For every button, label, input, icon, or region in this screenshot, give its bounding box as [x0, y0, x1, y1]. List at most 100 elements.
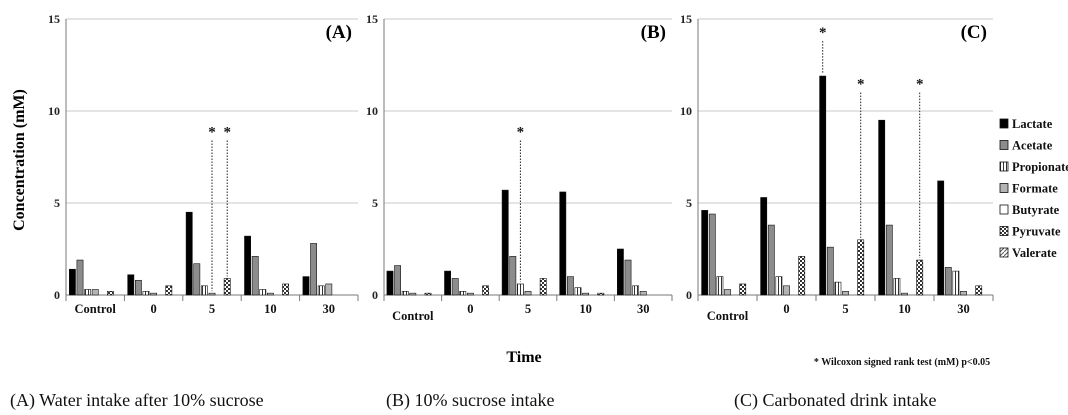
bar-propionate-5 — [834, 281, 842, 296]
bar-lactate-control — [69, 268, 76, 296]
bar-pyruvate-30 — [975, 285, 983, 296]
bar-propionate-5 — [201, 285, 208, 296]
bar-lactate-30 — [937, 180, 945, 296]
bar-propionate-30 — [632, 285, 639, 296]
legend-label-pyruvate: Pyruvate — [1012, 225, 1061, 239]
bar-propionate-control — [716, 276, 724, 296]
legend-swatch-pyruvate — [999, 226, 1009, 236]
bar-propionate-30 — [952, 270, 960, 296]
bar-acetate-0 — [451, 278, 459, 296]
bar-lactate-0 — [127, 274, 135, 296]
bar-pyruvate-control — [107, 291, 114, 296]
x-tick-label-control: Control — [392, 309, 434, 323]
legend-swatch-valerate — [999, 247, 1009, 258]
chart-panel-1: 0 5 10 15 Control 0 5 10 30 * * (A) — [48, 12, 359, 316]
panel-label: (A) — [326, 22, 352, 43]
bar-lactate-10 — [878, 119, 886, 296]
significance-marker: * — [208, 124, 216, 140]
legend-label-butyrate: Butyrate — [1012, 203, 1060, 217]
bar-acetate-30 — [624, 259, 632, 296]
x-tick-label-5: 5 — [209, 302, 215, 316]
bar-pyruvate-5 — [223, 278, 231, 296]
bar-lactate-0 — [444, 270, 451, 296]
x-tick-label-5: 5 — [842, 302, 848, 316]
bar-lactate-control — [386, 270, 394, 296]
bar-acetate-5 — [826, 246, 834, 296]
bar-propionate-0 — [775, 276, 783, 296]
bar-formate-5 — [208, 292, 216, 296]
bar-propionate-control — [84, 289, 91, 296]
panel-label: (B) — [641, 22, 666, 43]
y-tick-label: 5 — [686, 196, 692, 210]
bar-formate-control — [409, 292, 417, 296]
legend-label-acetate: Acetate — [1012, 139, 1053, 153]
bar-pyruvate-0 — [798, 256, 806, 296]
bar-formate-30 — [960, 291, 967, 296]
bar-acetate-5 — [193, 263, 201, 296]
bar-pyruvate-10 — [597, 292, 605, 296]
bar-acetate-control — [394, 265, 401, 296]
bar-formate-10 — [901, 292, 908, 296]
bar-formate-10 — [266, 292, 274, 296]
bar-formate-5 — [842, 291, 849, 296]
panel-label: (C) — [961, 22, 987, 43]
legend-label-propionate: Propionate — [1012, 160, 1068, 174]
bar-formate-10 — [582, 292, 589, 296]
bar-formate-control — [91, 289, 99, 296]
bar-lactate-control — [701, 210, 709, 296]
x-tick-label-5: 5 — [525, 302, 531, 316]
bar-propionate-30 — [317, 285, 325, 296]
y-tick-label: 10 — [48, 104, 60, 118]
bar-lactate-10 — [559, 191, 567, 296]
bar-formate-0 — [783, 285, 790, 296]
y-tick-label: 5 — [54, 196, 60, 210]
legend-label-lactate: Lactate — [1012, 117, 1053, 131]
bar-acetate-0 — [135, 279, 142, 296]
bar-formate-0 — [466, 292, 474, 296]
legend-swatch-propionate — [999, 161, 1009, 172]
bar-propionate-10 — [574, 287, 582, 296]
legend: Lactate Acetate Propionate Formate Butyrate P… — [999, 117, 1068, 260]
x-tick-label-control: Control — [74, 302, 116, 316]
bar-acetate-10 — [566, 276, 574, 296]
significance-marker: * — [819, 25, 827, 41]
y-tick-label: 10 — [366, 104, 378, 118]
significance-marker: * — [857, 77, 865, 93]
y-tick-label: 0 — [372, 288, 378, 302]
legend-swatch-formate — [999, 183, 1009, 193]
x-tick-label-10: 10 — [264, 302, 277, 316]
bar-propionate-0 — [142, 291, 150, 296]
x-tick-label-0: 0 — [150, 302, 156, 316]
bar-lactate-0 — [760, 197, 768, 296]
bar-pyruvate-5 — [539, 278, 547, 296]
x-axis-label: Time — [506, 349, 541, 366]
significance-marker: * — [517, 124, 525, 140]
chart-panel-2: 0 5 10 15 Control 0 5 10 30 * (B) — [366, 12, 673, 323]
bar-acetate-control — [76, 259, 84, 296]
bar-pyruvate-0 — [165, 285, 173, 296]
y-axis-label: Concentration (mM) — [11, 89, 28, 231]
bar-lactate-30 — [616, 248, 624, 296]
x-tick-label-30: 30 — [637, 302, 650, 316]
bar-formate-30 — [325, 283, 333, 296]
bar-acetate-5 — [509, 256, 517, 296]
bar-propionate-10 — [259, 289, 267, 296]
x-tick-label-10: 10 — [579, 302, 592, 316]
x-tick-label-0: 0 — [783, 302, 789, 316]
chart-panel-3: 0 5 10 15 Control 0 5 10 30 * * * (C) — [680, 12, 994, 323]
bar-lactate-5 — [185, 211, 193, 296]
y-tick-label: 0 — [54, 288, 60, 302]
caption-b: (B) 10% sucrose intake — [386, 390, 554, 411]
x-tick-label-30: 30 — [957, 302, 970, 316]
x-tick-label-10: 10 — [898, 302, 911, 316]
bar-formate-0 — [150, 292, 157, 296]
bar-formate-control — [724, 289, 731, 296]
y-tick-label: 5 — [372, 196, 378, 210]
legend-label-valerate: Valerate — [1012, 246, 1057, 260]
bar-propionate-0 — [459, 291, 467, 296]
bar-propionate-5 — [516, 283, 524, 296]
y-tick-label: 10 — [680, 104, 692, 118]
bar-pyruvate-5 — [857, 239, 865, 296]
bar-pyruvate-10 — [282, 283, 289, 296]
